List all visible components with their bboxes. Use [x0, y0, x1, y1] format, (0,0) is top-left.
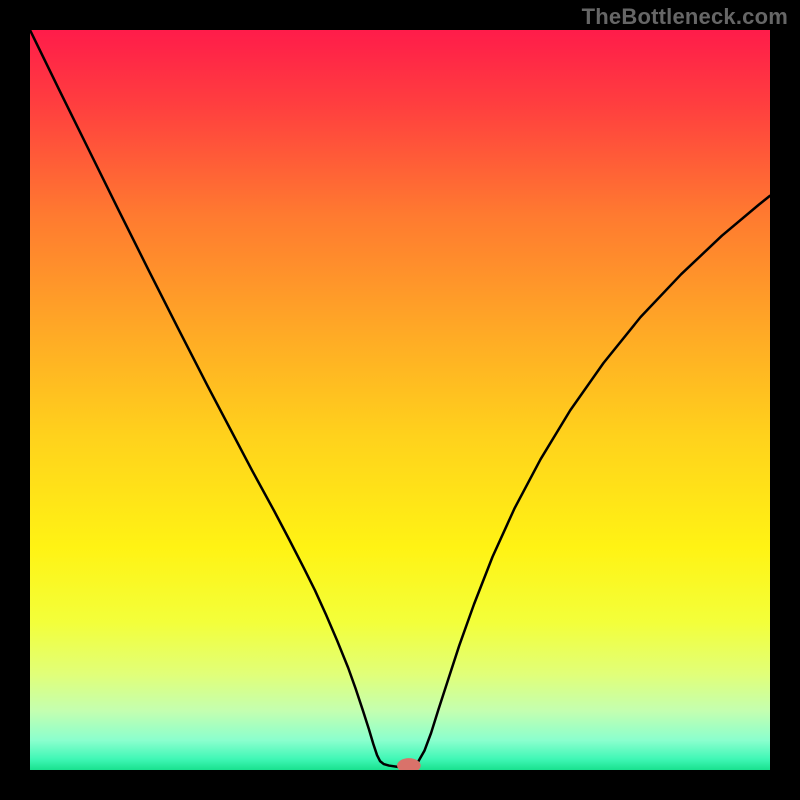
plot-svg — [30, 30, 770, 770]
plot-area — [30, 30, 770, 770]
gradient-background — [30, 30, 770, 770]
watermark-text: TheBottleneck.com — [582, 4, 788, 30]
chart-frame: TheBottleneck.com — [0, 0, 800, 800]
